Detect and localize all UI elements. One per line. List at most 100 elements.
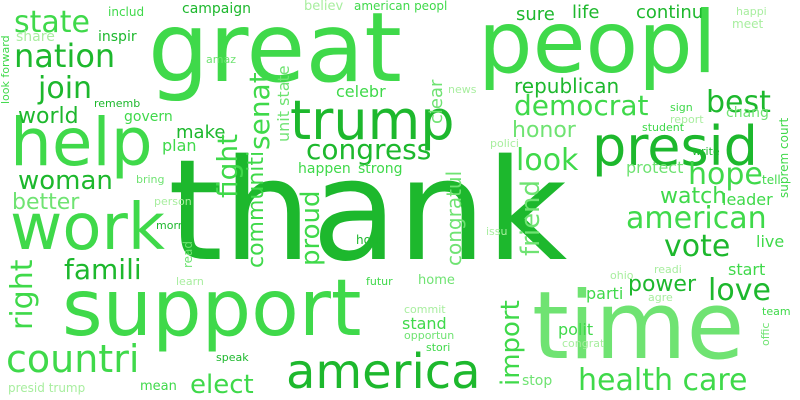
word-watch: watch (660, 184, 727, 209)
word-speak: speak (216, 351, 249, 364)
word-best: best (706, 85, 771, 120)
word-news: news (448, 83, 477, 96)
word-chang: chang (726, 105, 769, 121)
word-plan: plan (162, 136, 197, 155)
word-includ: includ (108, 5, 145, 19)
word-republican: republican (514, 74, 620, 98)
word-woman: woman (18, 166, 113, 196)
word-govern: govern (124, 109, 173, 125)
word-bring: bring (136, 173, 165, 186)
word-continu: continu (636, 2, 704, 23)
word-congrat: congrat (562, 337, 605, 350)
word-time: time (532, 272, 745, 381)
word-tell: tell (762, 173, 781, 187)
word-morn: morn (156, 219, 185, 232)
word-mean: mean (140, 379, 177, 394)
word-love: love (708, 273, 771, 308)
word-agre: agre (648, 291, 673, 304)
word-rememb: rememb (94, 97, 141, 110)
word-student: student (642, 121, 685, 134)
word-presid: presid (592, 115, 758, 178)
word-nation: nation (14, 37, 116, 75)
word-communiti: communiti (244, 150, 269, 268)
word-start: start (728, 260, 766, 279)
word-strong: strong (358, 161, 403, 177)
word-health-care: health care (578, 363, 748, 398)
word-stori: stori (426, 341, 451, 354)
word-believ: believ (304, 0, 344, 14)
word-hous: hous (356, 233, 385, 247)
word-sure: sure (516, 4, 555, 25)
word-futur: futur (366, 275, 393, 288)
word-parti: parti (586, 284, 624, 303)
word-protect: protect (626, 158, 684, 177)
word-happi: happi (736, 5, 767, 18)
word-amaz: amaz (206, 53, 236, 66)
word-countri: countri (6, 337, 140, 381)
word-commit: commit (404, 303, 446, 316)
word-polit: polit (558, 320, 594, 339)
word-polici: polici (490, 137, 519, 150)
word-issu: issu (486, 225, 508, 238)
word-elect: elect (190, 370, 254, 400)
word-congress: congress (306, 133, 432, 166)
word-trump: trump (290, 89, 455, 152)
word-unit-state: unit state (274, 65, 293, 142)
word-meet: meet (732, 17, 764, 31)
word-happen: happen (298, 161, 351, 177)
word-import: import (496, 300, 526, 386)
word-report: report (670, 113, 704, 126)
word-state: state (14, 5, 90, 40)
word-readi: readi (654, 263, 682, 276)
word-read: read (181, 240, 195, 268)
word-thank: thank (168, 130, 568, 293)
word-inspir: inspir (98, 29, 137, 45)
word-look: look (516, 143, 579, 178)
word-friend: friend (516, 179, 546, 256)
word-proud: proud (296, 190, 326, 266)
word-honor: honor (512, 118, 576, 143)
word-write: write (692, 145, 720, 158)
word-leader: leader (722, 190, 773, 209)
word-make: make (176, 122, 226, 143)
word-live: live (756, 232, 785, 251)
word-sign: sign (670, 101, 693, 114)
word-better: better (12, 190, 80, 215)
word-join: join (38, 71, 93, 106)
word-opportun: opportun (404, 329, 455, 342)
word-presid-trump: presid trump (8, 381, 86, 395)
word-congratul: congratul (442, 170, 466, 266)
word-offic: offic (759, 322, 772, 346)
word-home: home (418, 273, 455, 288)
word-american-peopl: american peopl (354, 0, 448, 13)
word-famili: famili (64, 253, 142, 286)
word-team: team (762, 305, 791, 318)
word-great: great (148, 0, 402, 104)
word-help: help (10, 104, 153, 181)
word-fight: fight (211, 133, 244, 198)
word-american: american (626, 201, 767, 236)
word-vote: vote (664, 229, 731, 264)
word-democrat: democrat (514, 89, 649, 122)
word-power: power (628, 272, 696, 297)
word-celebr: celebr (336, 82, 386, 101)
word-look-forward: look forward (0, 35, 12, 104)
word-work: work (10, 191, 165, 265)
word-learn: learn (176, 275, 204, 288)
word-ohio: ohio (610, 269, 634, 282)
word-stand: stand (402, 314, 447, 333)
word-stop: stop (522, 373, 553, 389)
word-life: life (572, 2, 600, 23)
word-person: person (154, 195, 192, 208)
word-america: america (286, 344, 481, 400)
word-share: share (16, 29, 55, 45)
word-hope: hope (688, 157, 763, 192)
word-campaign: campaign (182, 1, 252, 17)
word-peopl: peopl (478, 0, 717, 93)
word-senat: senat (243, 72, 276, 150)
word-support: support (62, 264, 362, 354)
word-world: world (18, 104, 79, 129)
word-clear: clear (426, 79, 447, 124)
word-right: right (5, 259, 40, 331)
